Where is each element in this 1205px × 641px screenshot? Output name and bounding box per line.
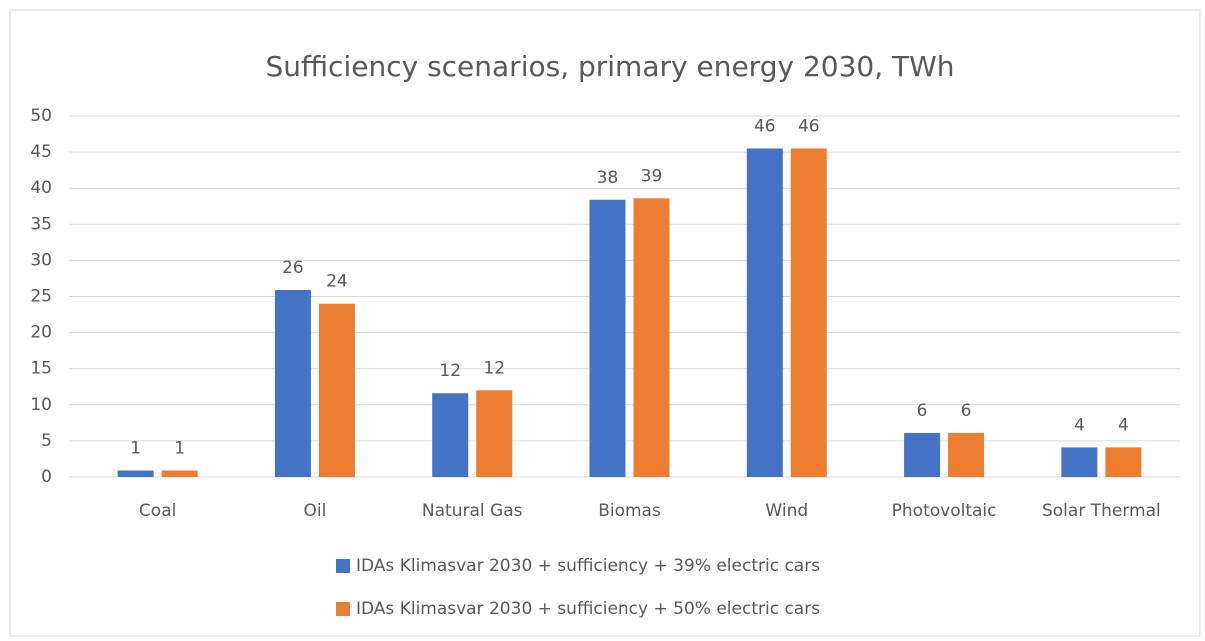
- y-tick-label: 15: [30, 359, 52, 379]
- value-label: 6: [917, 401, 928, 421]
- y-tick-label: 45: [30, 142, 52, 162]
- y-tick-label: 35: [30, 214, 52, 234]
- value-label: 1: [174, 439, 185, 459]
- y-tick-label: 40: [30, 178, 52, 198]
- x-tick-label: Photovoltaic: [892, 501, 997, 521]
- value-label: 46: [798, 116, 820, 136]
- y-tick-label: 0: [41, 467, 52, 487]
- x-tick-label: Solar Thermal: [1042, 501, 1161, 521]
- value-label: 46: [754, 116, 776, 136]
- value-label: 12: [483, 358, 505, 378]
- bar: [746, 148, 783, 478]
- x-tick-label: Biomas: [598, 501, 661, 521]
- y-tick-label: 5: [41, 431, 52, 451]
- bar: [274, 290, 311, 477]
- bar: [633, 198, 670, 478]
- bar: [318, 303, 355, 477]
- bar: [790, 148, 827, 478]
- value-label: 38: [597, 168, 619, 188]
- value-label: 1: [130, 439, 141, 459]
- bar: [589, 199, 626, 477]
- chart-title: Sufficiency scenarios, primary energy 20…: [265, 50, 954, 83]
- bar: [117, 470, 154, 477]
- bar: [432, 393, 469, 477]
- y-tick-label: 30: [30, 250, 52, 270]
- x-tick-label: Coal: [139, 501, 176, 521]
- value-label: 4: [1118, 415, 1129, 435]
- legend-swatch: [336, 602, 350, 616]
- bar: [904, 432, 941, 477]
- bar: [1061, 447, 1098, 477]
- legend-label: IDAs Klimasvar 2030 + sufficiency + 50% …: [356, 599, 820, 619]
- x-tick-label: Natural Gas: [422, 501, 523, 521]
- legend-swatch: [336, 559, 350, 573]
- x-tick-label: Wind: [765, 501, 808, 521]
- value-label: 6: [961, 401, 972, 421]
- value-label: 24: [326, 272, 348, 292]
- bar: [948, 432, 985, 477]
- value-label: 39: [641, 166, 663, 186]
- bar: [476, 390, 513, 477]
- value-label: 12: [439, 361, 461, 381]
- x-tick-label: Oil: [304, 501, 327, 521]
- value-label: 4: [1074, 415, 1085, 435]
- legend-label: IDAs Klimasvar 2030 + sufficiency + 39% …: [356, 556, 820, 576]
- bar: [161, 470, 198, 477]
- value-label: 26: [282, 258, 304, 278]
- y-tick-label: 20: [30, 323, 52, 343]
- y-tick-label: 10: [30, 395, 52, 415]
- bar: [1105, 447, 1142, 477]
- y-tick-label: 25: [30, 287, 52, 307]
- y-tick-label: 50: [30, 106, 52, 126]
